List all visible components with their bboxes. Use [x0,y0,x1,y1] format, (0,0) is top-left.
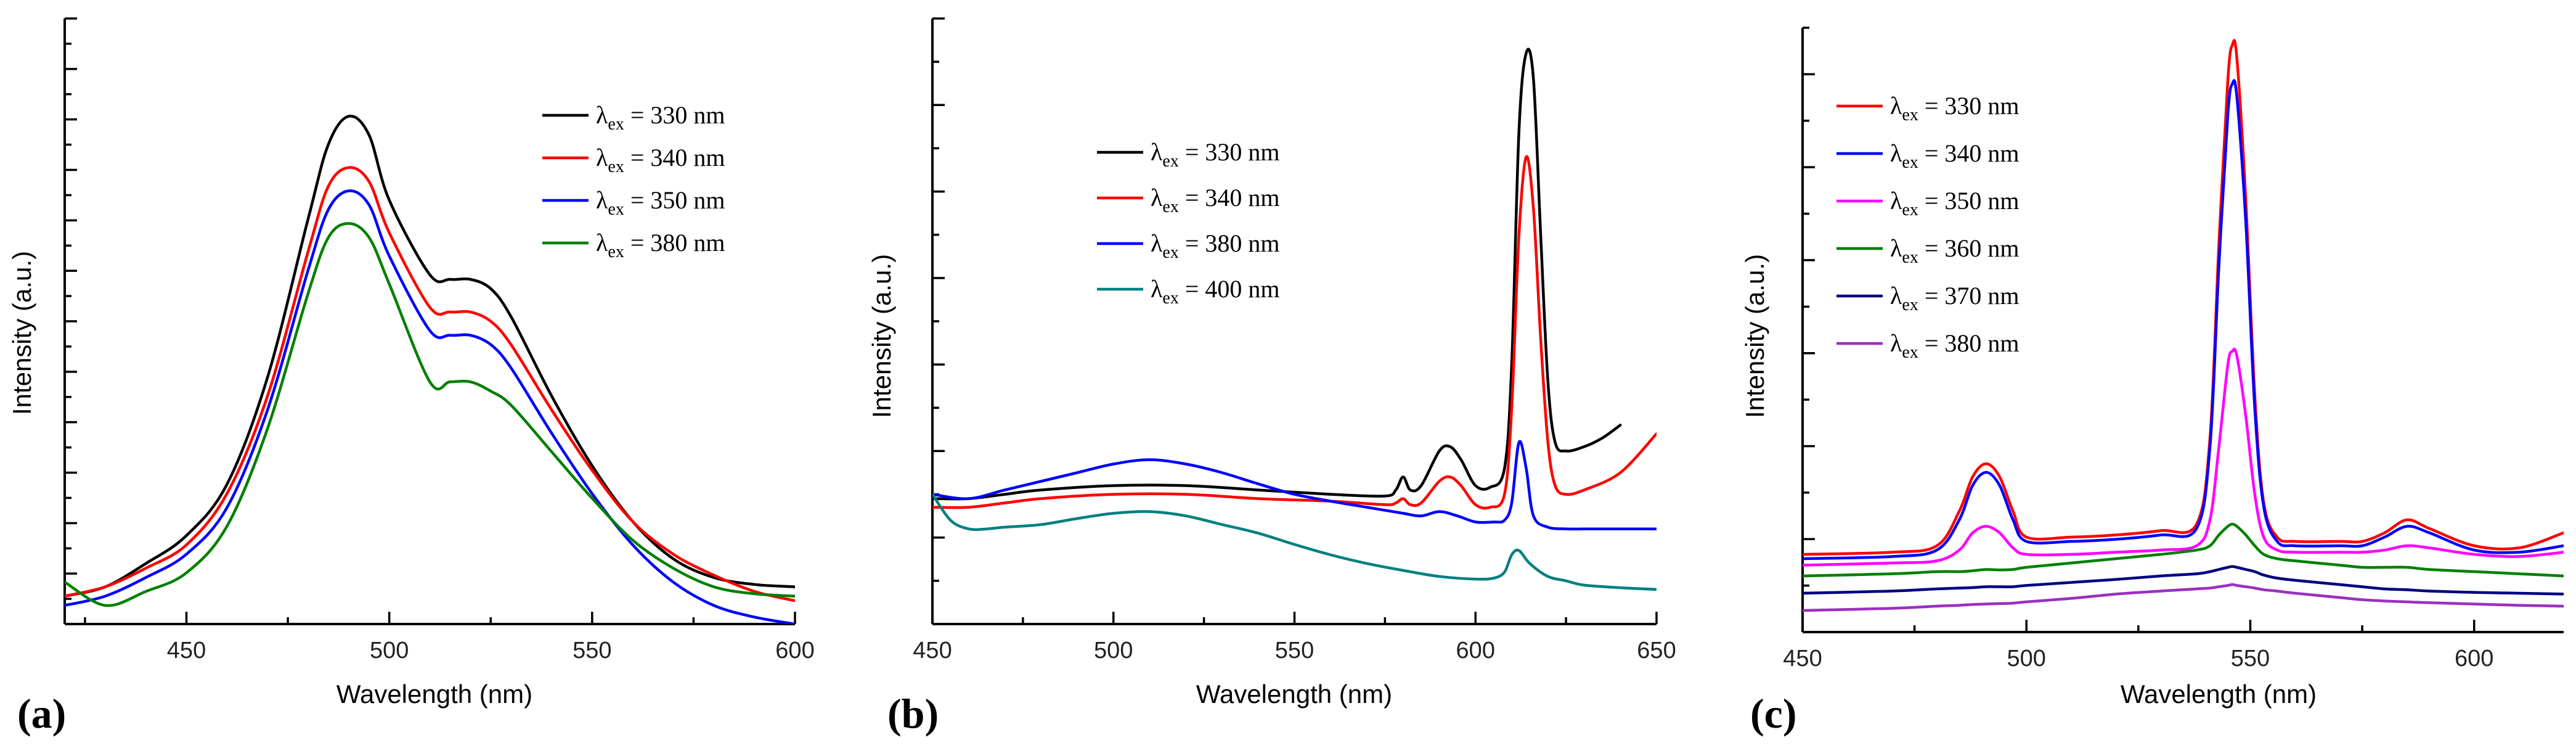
panel-a-legend: λex = 330 nm λex = 340 nm λex = 350 nm λex … [542,101,725,261]
panel-a-x-tick-label: 550 [573,638,611,664]
panel-b-series-line-4 [932,493,1657,591]
panel-c-x-tick-label: 600 [2455,646,2493,672]
panel-a-legend-label: λex = 340 nm [596,144,725,176]
panel-a-x-tick-label: 500 [370,638,409,664]
panel-c-series-line-1 [1803,39,2564,556]
panel-c-y-axis-title: Intensity (a.u.) [1740,254,1769,418]
panel-a-series-line-3 [65,189,795,624]
panel-b-legend-label: λex = 400 nm [1151,275,1280,308]
panel-c-legend-label: λex = 360 nm [1890,234,2020,267]
panel-c-legend-label: λex = 340 nm [1890,139,2020,172]
panel-b-legend-label: λex = 330 nm [1151,138,1280,171]
panel-c-x-tick-label: 500 [2007,646,2046,672]
panel-c-legend-label: λex = 380 nm [1890,329,2020,362]
panel-b-x-tick-label: 450 [913,638,952,664]
panel-b-series-line-1 [932,47,1622,501]
panel-a-y-axis-title: Intensity (a.u.) [7,251,36,415]
panel-a-series-line-2 [65,166,795,602]
panel-b-x-tick-label: 550 [1275,638,1314,664]
panel-b-x-tick-label: 600 [1456,638,1495,664]
panel-a-x-tick-label: 450 [167,638,206,664]
panel-b-legend-label: λex = 380 nm [1151,229,1280,262]
panel-c-legend-label: λex = 330 nm [1890,92,2020,125]
panel-a-x-axis-title: Wavelength (nm) [336,680,532,709]
panel-a-series-line-4 [65,222,795,607]
panel-c-series-line-2 [1803,79,2564,561]
panel-c-legend-label: λex = 370 nm [1890,282,2020,314]
panel-c-legend: λex = 330 nm λex = 340 nm λex = 350 nm λex … [1836,92,2020,362]
panel-b-x-axis-title: Wavelength (nm) [1196,680,1392,709]
panel-a-legend-label: λex = 350 nm [596,186,725,219]
panel-b-legend-label: λex = 340 nm [1151,184,1280,216]
panel-b-y-axis-title: Intensity (a.u.) [867,254,896,418]
panel-c-series-line-4 [1803,522,2564,578]
panel-a-legend-label: λex = 380 nm [596,229,725,261]
panel-a-legend-label: λex = 330 nm [596,101,725,134]
panel-c-label: (c) [1750,690,1796,737]
panel-c-x-axis-title: Wavelength (nm) [2121,680,2317,709]
panel-a-label: (a) [17,690,66,737]
panel-c-series-line-3 [1803,347,2564,567]
panel-a-x-tick-label: 600 [775,638,814,664]
panel-b-label: (b) [887,690,939,737]
panel-b-x-tick-label: 650 [1637,638,1676,664]
panel-c-legend-label: λex = 350 nm [1890,187,2020,220]
panel-b-series-line-3 [932,440,1657,531]
panel-b-legend: λex = 330 nm λex = 340 nm λex = 380 nm λex … [1097,138,1280,308]
panel-c-x-tick-label: 450 [1783,646,1822,672]
panel-c-series-line-5 [1803,565,2564,596]
panel-c-series-line-6 [1803,583,2564,612]
panel-c-x-tick-label: 550 [2231,646,2270,672]
panel-b-x-tick-label: 500 [1094,638,1133,664]
panel-b-series-line-2 [932,155,1657,510]
